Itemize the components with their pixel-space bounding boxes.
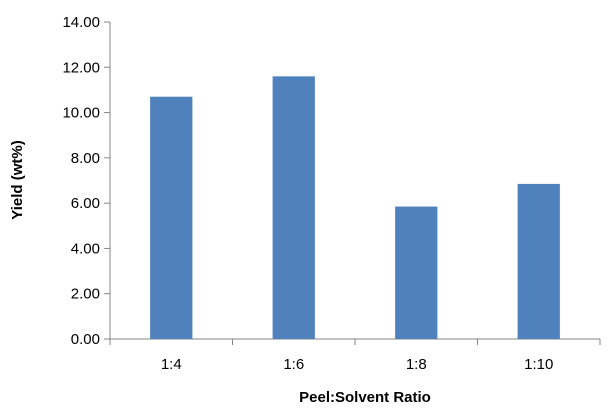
y-tick-label: 10.00 xyxy=(62,105,100,122)
y-tick-label: 4.00 xyxy=(71,240,100,257)
x-tick-label: 1:6 xyxy=(283,356,304,373)
y-tick-label: 6.00 xyxy=(71,195,100,212)
y-tick-label: 14.00 xyxy=(62,14,100,31)
y-axis-title: Yield (wt%) xyxy=(9,140,26,219)
y-tick-label: 8.00 xyxy=(71,150,100,167)
y-axis: 0.00 2.00 4.00 6.00 8.00 10.00 12.00 14.00 xyxy=(62,14,111,348)
x-tick-label: 1:4 xyxy=(161,356,182,373)
x-tick-label: 1:8 xyxy=(406,356,427,373)
x-axis-title: Peel:Solvent Ratio xyxy=(299,389,431,406)
x-axis: 1:4 1:6 1:8 1:10 xyxy=(109,338,601,373)
bars xyxy=(150,76,560,339)
bar xyxy=(150,96,193,339)
y-tick-label: 0.00 xyxy=(71,331,100,348)
y-tick-label: 2.00 xyxy=(71,286,100,303)
y-tick-label: 12.00 xyxy=(62,59,100,76)
x-tick-label: 1:10 xyxy=(524,356,553,373)
bar xyxy=(517,183,560,339)
bar xyxy=(395,206,438,339)
bar xyxy=(272,76,315,339)
